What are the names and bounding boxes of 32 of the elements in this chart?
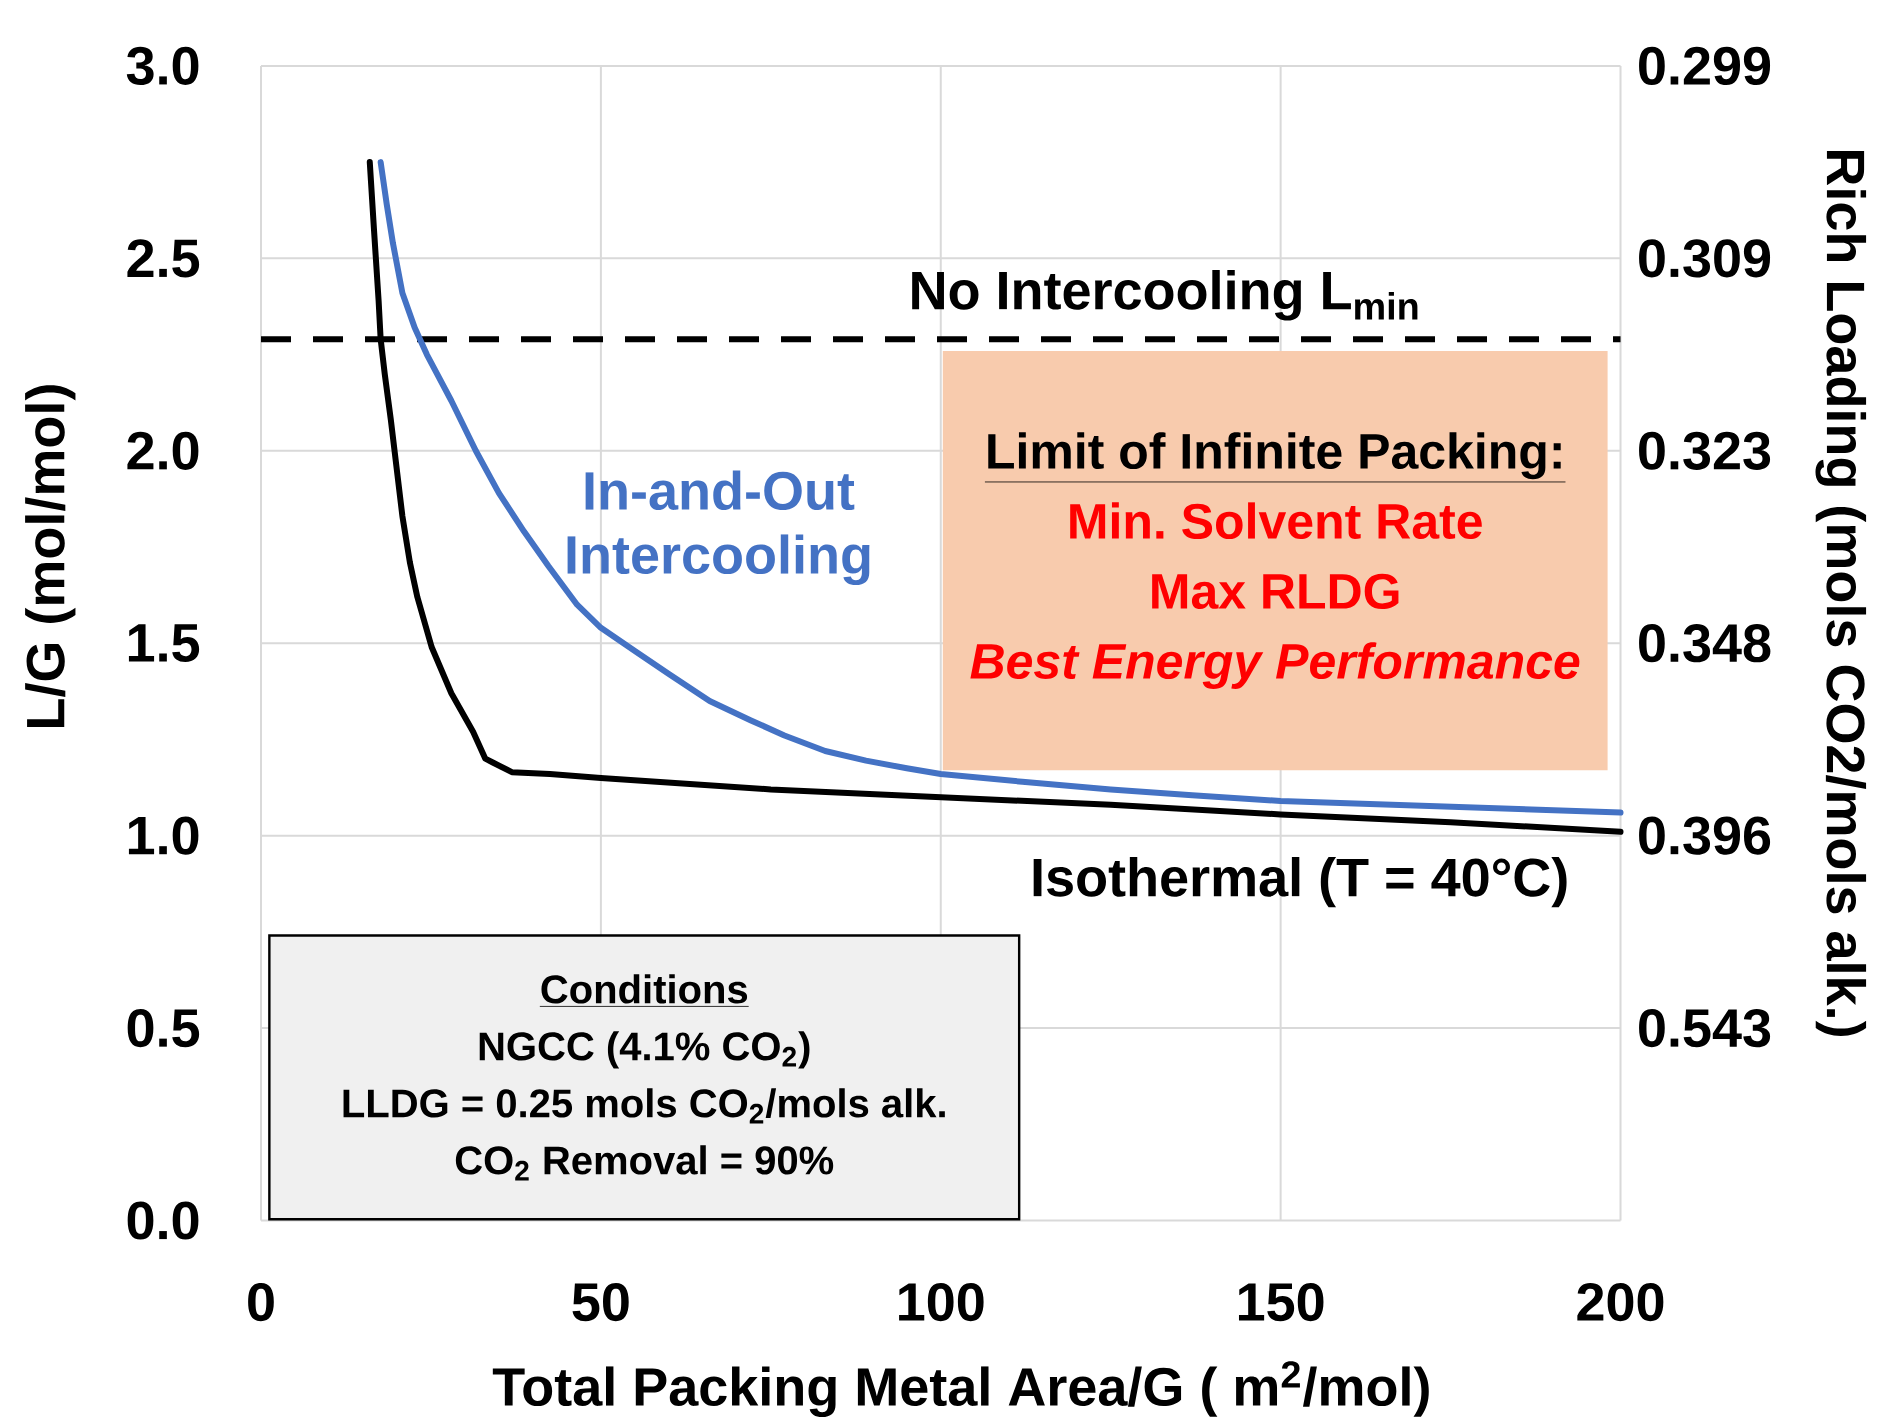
y-axis-title: L/G (mol/mol) — [25, 385, 76, 727]
x-tick-label: 0 — [248, 1282, 274, 1322]
y-tick-label: 3.0 — [126, 46, 199, 86]
series-label: In-and-Out Intercooling — [567, 470, 870, 586]
ref-line-label: No Intercooling L$_{min}$ — [912, 270, 1418, 321]
y-tick-label: 2.5 — [127, 239, 200, 278]
x-tick-label: 150 — [1238, 1282, 1324, 1322]
annotation: NGCC (4.1% CO$_{2}$) — [479, 1031, 810, 1069]
y-tick-label: 1.5 — [128, 624, 200, 663]
annotation: Best Energy Performance — [970, 642, 1580, 689]
category-label: 0.309 — [1639, 239, 1771, 278]
annotation: Min. Solvent Rate — [1070, 502, 1482, 540]
y-tick-label: 0.5 — [127, 1008, 200, 1048]
annotation: Limit of Infinite Packing: — [988, 432, 1561, 480]
x-axis-title: Total Packing Metal Area/G ( m$^{2}$/mol) — [492, 1361, 1429, 1418]
y-tick-label: 1.0 — [128, 816, 199, 855]
category-label: 0.323 — [1639, 431, 1771, 470]
annotation: LLDG = 0.25 mols CO$_{2}$/mols alk. — [343, 1088, 945, 1124]
y-tick-label: 0.0 — [127, 1201, 199, 1240]
y2-axis-title: Rich Loading (mols CO2/mols alk.) — [1815, 151, 1867, 1036]
category-label: 0.299 — [1639, 46, 1771, 86]
annotation: CO$_{2}$ Removal = 90% — [455, 1145, 834, 1181]
category-label: 0.396 — [1639, 816, 1771, 855]
y-tick-label: 2.0 — [127, 431, 199, 470]
category-label: 0.348 — [1639, 624, 1771, 663]
x-tick-label: 50 — [572, 1282, 629, 1322]
x-tick-label: 200 — [1577, 1282, 1664, 1322]
annotation: Conditions — [541, 974, 748, 1004]
annotation: Max RLDG — [1152, 573, 1399, 610]
series-label: Isothermal (T = 40°C) — [1033, 857, 1567, 908]
x-tick-label: 100 — [899, 1282, 984, 1322]
category-label: 0.543 — [1639, 1008, 1771, 1048]
